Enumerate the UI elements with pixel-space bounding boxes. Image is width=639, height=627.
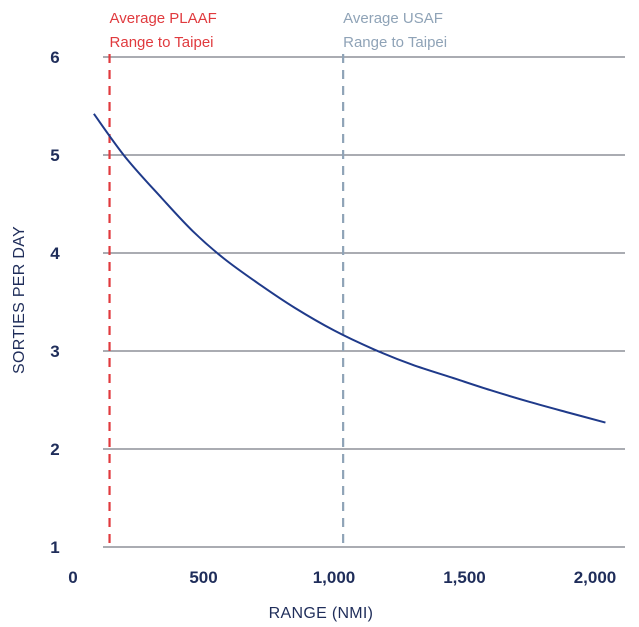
y-tick-label: 5: [50, 146, 59, 165]
annotation-label-line2: Range to Taipei: [110, 34, 214, 51]
x-tick-labels: 0 500 1,000 1,500 2,000: [68, 568, 616, 587]
y-axis-title: SORTIES PER DAY: [11, 226, 28, 374]
annotation-label-line1: Average USAF: [343, 10, 443, 27]
gridlines: [103, 56, 625, 548]
x-tick-label: 1,000: [313, 568, 356, 587]
y-tick-label: 6: [50, 48, 59, 67]
y-tick-label: 2: [50, 440, 59, 459]
series: [93, 113, 606, 424]
annotation-label-line2: Range to Taipei: [343, 34, 447, 51]
series-line-0: [93, 113, 606, 424]
y-tick-labels: 1 2 3 4 5 6: [50, 48, 60, 557]
y-tick-label: 1: [50, 538, 59, 557]
annotations: Average PLAAF Range to Taipei Average USAF…: [110, 10, 448, 51]
y-tick-label: 3: [50, 342, 59, 361]
annotation-label-line1: Average PLAAF: [110, 10, 217, 27]
x-tick-label: 2,000: [574, 568, 617, 587]
reference-lines: [108, 54, 345, 547]
x-axis-title: RANGE (NMI): [269, 605, 374, 622]
x-tick-label: 500: [189, 568, 217, 587]
x-tick-label: 0: [68, 568, 77, 587]
x-tick-label: 1,500: [443, 568, 486, 587]
y-tick-label: 4: [50, 244, 60, 263]
